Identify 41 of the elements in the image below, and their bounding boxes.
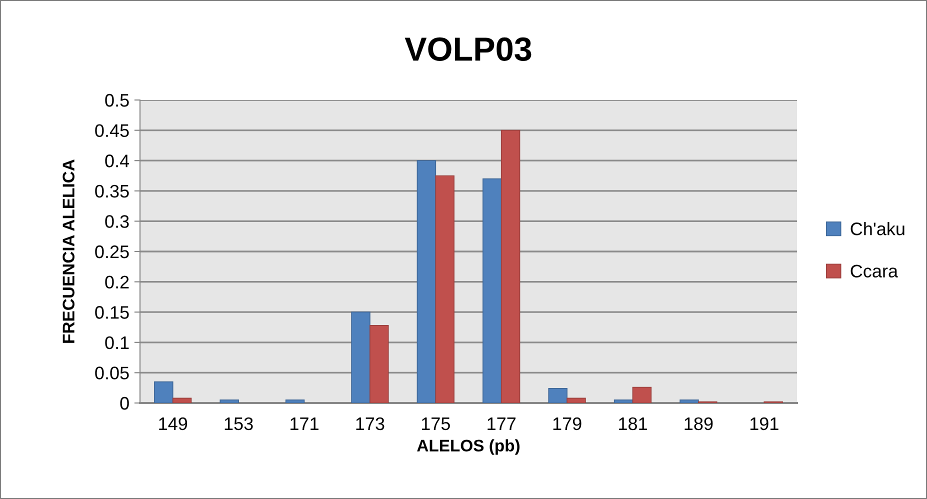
- bar: [416, 160, 436, 403]
- bar: [548, 388, 568, 403]
- y-tick-label: 0.45: [95, 124, 129, 138]
- bar: [370, 325, 389, 403]
- x-tick-label: 177: [488, 418, 516, 430]
- bar: [435, 175, 454, 403]
- bar: [614, 400, 634, 403]
- y-axis-title: FRECUENCIA ALELICA: [62, 160, 74, 343]
- bar: [482, 178, 502, 403]
- chart-title: VOLP03: [404, 37, 532, 61]
- y-tick-label: 0.15: [95, 306, 129, 319]
- bar: [220, 400, 239, 403]
- y-tick-label: 0.2: [105, 276, 129, 289]
- x-tick-label: 149: [159, 417, 188, 430]
- y-tick-label: 0.5: [105, 94, 129, 107]
- x-tick-label: 181: [619, 417, 647, 430]
- x-tick-label: 175: [422, 418, 450, 430]
- x-tick-label: 189: [684, 417, 713, 430]
- bar: [632, 386, 652, 403]
- y-tick-label: 0.25: [95, 245, 129, 258]
- legend-label: Ccara: [850, 264, 898, 278]
- y-tick-label: 0: [120, 396, 129, 410]
- bar: [566, 398, 586, 403]
- y-tick-label: 0.4: [105, 154, 130, 168]
- y-tick-label: 0.1: [105, 336, 129, 350]
- bar: [172, 398, 192, 403]
- bar: [285, 400, 305, 403]
- x-tick-label: 191: [750, 417, 778, 430]
- x-tick-label: 153: [224, 417, 253, 430]
- bar: [351, 312, 370, 403]
- y-tick-label: 0.35: [95, 184, 129, 198]
- x-tick-label: 179: [553, 417, 582, 430]
- x-axis-title: ALELOS (pb): [417, 439, 520, 455]
- y-tick-label: 0.3: [105, 215, 129, 228]
- bar: [680, 400, 699, 403]
- x-tick-label: 173: [356, 417, 384, 430]
- y-tick-label: 0.05: [95, 366, 129, 380]
- legend-label: Ch'aku: [850, 222, 904, 236]
- bar: [154, 381, 174, 403]
- x-tick-label: 171: [290, 418, 318, 430]
- bar: [500, 130, 520, 403]
